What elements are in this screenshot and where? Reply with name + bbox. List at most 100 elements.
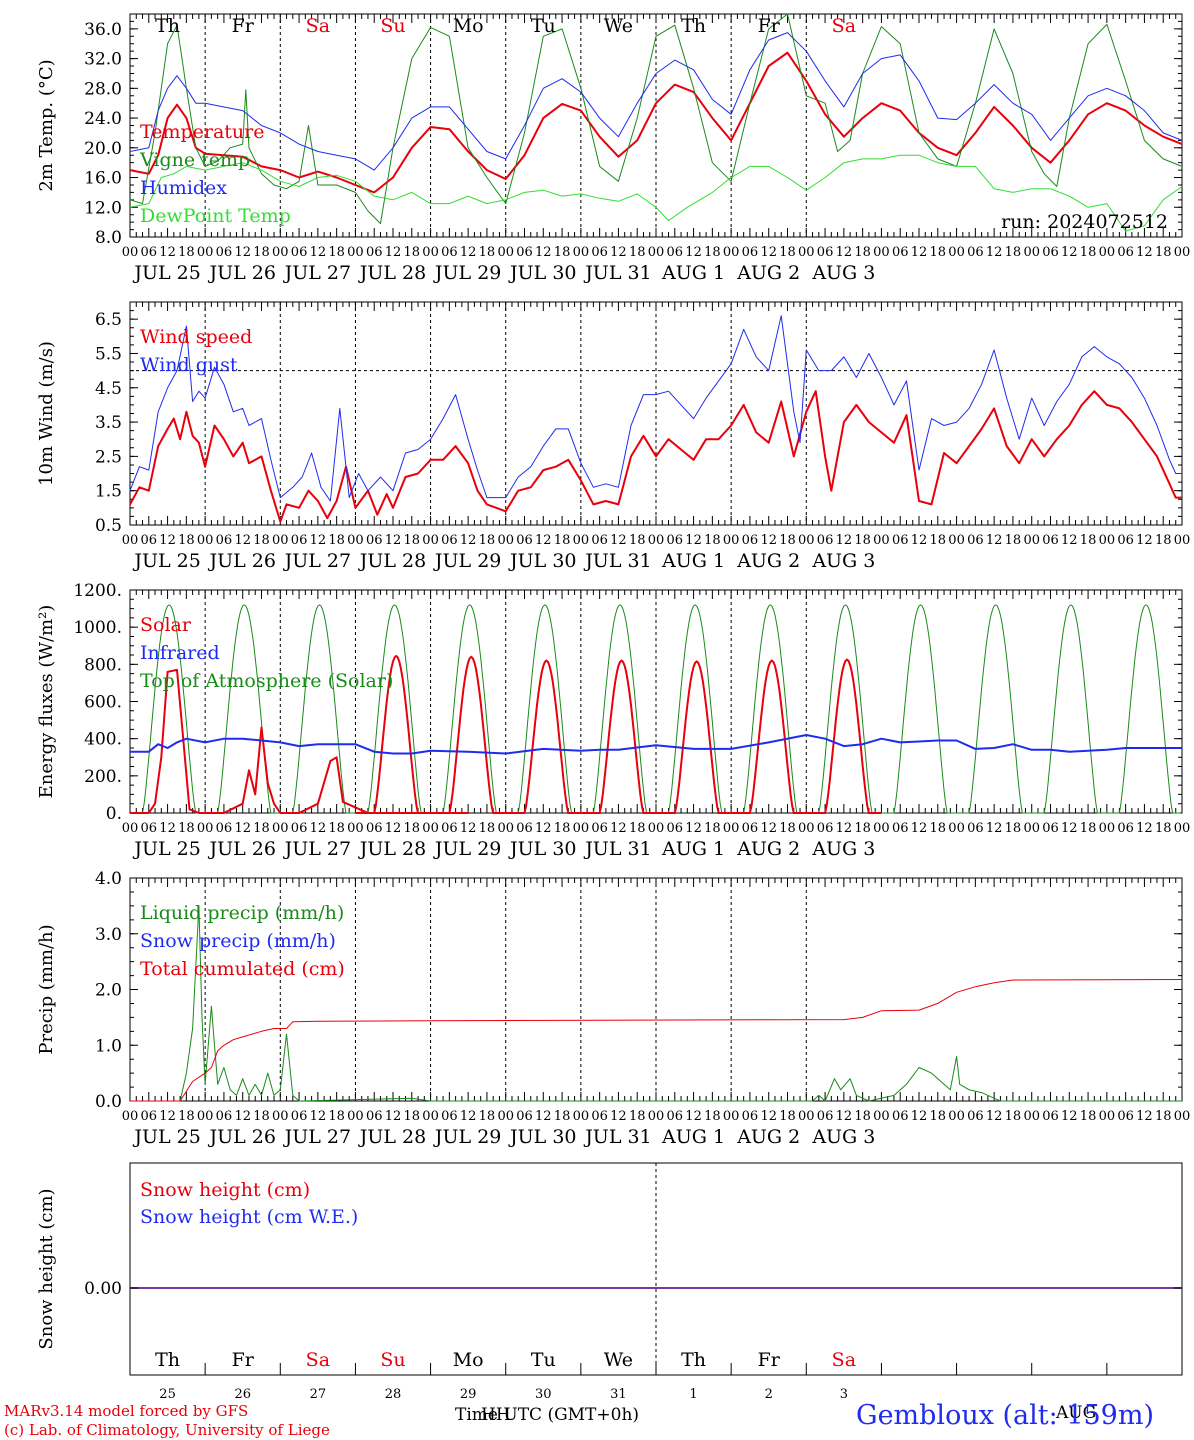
day-number-label: 2 [765,1387,773,1402]
hour-tick-label: 00 [497,1109,514,1124]
hour-tick-label: 12 [1136,533,1153,548]
y-tick-label: 800. [84,655,122,675]
y-tick-label: 0.00 [84,1279,122,1299]
series-wind-gust [129,315,1182,502]
hour-tick-label: 06 [1117,1109,1134,1124]
day-of-week-label: Th [681,15,706,37]
date-label: JUL 25 [132,550,200,572]
hour-tick-label: 18 [629,245,646,260]
hour-tick-label: 06 [291,533,308,548]
y-tick-label: 20.0 [84,139,122,159]
hour-tick-label: 18 [1005,821,1022,836]
day-of-week-label: Fr [232,15,255,37]
y-tick-label: 0.0 [95,1092,122,1112]
hour-tick-label: 00 [1174,533,1191,548]
hour-tick-label: 00 [347,821,364,836]
hour-tick-label: 12 [986,1109,1003,1124]
panel-1: 00 06 12 18 00 06 12 18 00 06 12 18 00 06 12 18 00 06 12 18… [36,13,1190,284]
hour-tick-label: 06 [591,245,608,260]
hour-tick-label: 18 [554,821,571,836]
model-credit: MARv3.14 model forced by GFS [4,1402,249,1420]
series-solar-day-5 [505,659,581,814]
hour-tick-label: 12 [159,1109,176,1124]
hour-tick-label: 00 [422,245,439,260]
time-axis-title: Time UTC (GMT+0h) [455,1405,640,1425]
day-of-week-label: Sa [832,1349,856,1371]
station-title: Gembloux (alt: 159m) [856,1400,1154,1431]
hour-tick-label: 18 [704,533,721,548]
hour-tick-label: 12 [234,533,251,548]
hour-tick-label: 18 [178,533,195,548]
bottom-ticks [129,516,1183,525]
y-tick-label: 36.0 [84,20,122,40]
date-label: JUL 28 [358,262,426,284]
hour-tick-label: 12 [685,1109,702,1124]
hour-tick-label: 06 [216,245,233,260]
y-tick-label: 8.0 [95,228,122,248]
hour-tick-label: 00 [197,245,214,260]
hour-tick-label: 12 [1136,821,1153,836]
hour-tick-label: 00 [873,533,890,548]
hour-tick-label: 12 [535,245,552,260]
date-label: AUG 2 [736,838,800,860]
hour-tick-label: 00 [573,245,590,260]
hour-tick-label: 00 [723,245,740,260]
hour-tick-label: 12 [610,821,627,836]
day-of-week-label: Mo [453,1349,484,1371]
hour-tick-label: 00 [1023,821,1040,836]
legend-entry: Total cumulated (cm) [140,958,345,980]
day-number-label: 25 [159,1387,176,1402]
hour-tick-label: 12 [911,821,928,836]
hh-label: HH [481,1405,511,1425]
hour-tick-label: 12 [460,533,477,548]
hour-tick-label: 06 [967,533,984,548]
legend-entry: Solar [140,614,192,636]
hour-tick-label: 06 [366,821,383,836]
hour-tick-label: 06 [591,1109,608,1124]
bottom-ticks [129,1092,1183,1101]
date-label: JUL 25 [132,1126,200,1148]
day-number-label: 30 [535,1387,552,1402]
run-annotation: run: 2024072512 [1001,211,1168,233]
top-ticks [129,302,1183,311]
day-of-week-label: Sa [306,15,330,37]
hour-tick-label: 18 [779,821,796,836]
hour-tick-label: 12 [685,533,702,548]
series-total-cumulated-cm [130,979,1183,1102]
hour-tick-label: 12 [1136,245,1153,260]
hour-tick-label: 18 [704,821,721,836]
hour-tick-label: 00 [573,533,590,548]
plot-frame [129,13,1183,238]
hour-tick-label: 18 [1155,1109,1172,1124]
date-label: JUL 30 [508,262,576,284]
hour-tick-label: 00 [573,1109,590,1124]
hour-tick-label: 18 [1155,533,1172,548]
hour-tick-label: 18 [930,245,947,260]
date-label: JUL 30 [508,1126,576,1148]
hour-tick-label: 06 [516,1109,533,1124]
date-label: JUL 26 [207,550,275,572]
hour-tick-label: 12 [385,1109,402,1124]
hour-tick-label: 00 [272,1109,289,1124]
day-of-week-label: We [604,1349,633,1371]
hour-tick-label: 00 [948,245,965,260]
legend-entry: DewPoint Temp [140,205,291,227]
date-label: JUL 28 [358,838,426,860]
series-solar-day-9 [806,658,882,814]
series-solar-day-8 [731,659,807,814]
hour-tick-label: 12 [986,533,1003,548]
hour-tick-label: 12 [1061,533,1078,548]
date-label: AUG 3 [811,1126,875,1148]
day-number-label: 27 [310,1387,327,1402]
y-axis-label: 10m Wind (m/s) [36,341,57,486]
hour-tick-label: 06 [1042,821,1059,836]
legend-entry: Infrared [140,642,220,664]
hour-tick-label: 06 [742,245,759,260]
hour-tick-label: 18 [930,1109,947,1124]
hour-tick-label: 12 [836,821,853,836]
date-label: JUL 25 [132,262,200,284]
hour-tick-label: 00 [723,821,740,836]
hour-tick-label: 18 [479,533,496,548]
series-temperature [129,51,1183,194]
hour-tick-label: 18 [1005,245,1022,260]
